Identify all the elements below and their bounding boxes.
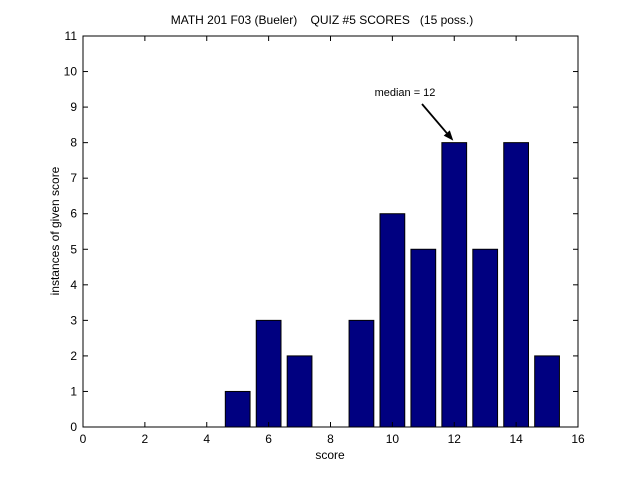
x-tick-label: 12 bbox=[448, 432, 462, 446]
chart-title: MATH 201 F03 (Bueler) QUIZ #5 SCORES (15… bbox=[171, 13, 474, 27]
y-tick-label: 11 bbox=[65, 29, 78, 43]
x-tick-label: 14 bbox=[509, 432, 523, 446]
y-tick-label: 4 bbox=[70, 278, 77, 292]
bar-score-10 bbox=[379, 213, 406, 428]
y-axis-label: instances of given score bbox=[48, 166, 62, 295]
y-axis-ticks: 0 1 2 3 4 5 6 7 8 9 10 11 bbox=[64, 29, 578, 434]
y-tick-label: 10 bbox=[64, 65, 78, 79]
bar-score-5 bbox=[224, 390, 251, 428]
bar-score-15 bbox=[534, 355, 560, 428]
x-axis-ticks: 0 2 4 6 8 10 12 14 16 bbox=[80, 36, 585, 446]
y-tick-label: 0 bbox=[70, 420, 77, 434]
y-tick-label: 2 bbox=[70, 349, 77, 363]
median-arrow-head bbox=[443, 130, 454, 141]
x-tick-label: 6 bbox=[265, 432, 272, 446]
y-tick-label: 1 bbox=[70, 384, 77, 398]
bar-score-11 bbox=[410, 248, 437, 428]
y-tick-label: 3 bbox=[70, 313, 77, 327]
median-annotation: median = 12 bbox=[375, 87, 454, 141]
bar-score-14 bbox=[503, 142, 529, 428]
x-axis-label: score bbox=[315, 448, 345, 462]
bar-score-13 bbox=[472, 248, 499, 428]
x-tick-label: 8 bbox=[327, 432, 334, 446]
x-tick-label: 10 bbox=[386, 432, 400, 446]
bar-score-12 bbox=[441, 142, 468, 428]
y-tick-label: 5 bbox=[70, 242, 77, 256]
bars bbox=[224, 142, 560, 428]
x-tick-label: 16 bbox=[571, 432, 585, 446]
y-tick-label: 6 bbox=[70, 207, 77, 221]
bar-score-9 bbox=[348, 319, 375, 428]
median-arrow bbox=[421, 103, 448, 134]
median-annotation-text: median = 12 bbox=[375, 87, 436, 99]
x-tick-label: 4 bbox=[203, 432, 210, 446]
x-tick-label: 0 bbox=[80, 432, 87, 446]
bar-score-6 bbox=[255, 319, 282, 428]
y-tick-label: 9 bbox=[70, 100, 77, 114]
x-tick-label: 2 bbox=[142, 432, 149, 446]
y-tick-label: 7 bbox=[70, 171, 77, 185]
bar-score-7 bbox=[286, 355, 313, 428]
y-tick-label: 8 bbox=[70, 136, 77, 150]
